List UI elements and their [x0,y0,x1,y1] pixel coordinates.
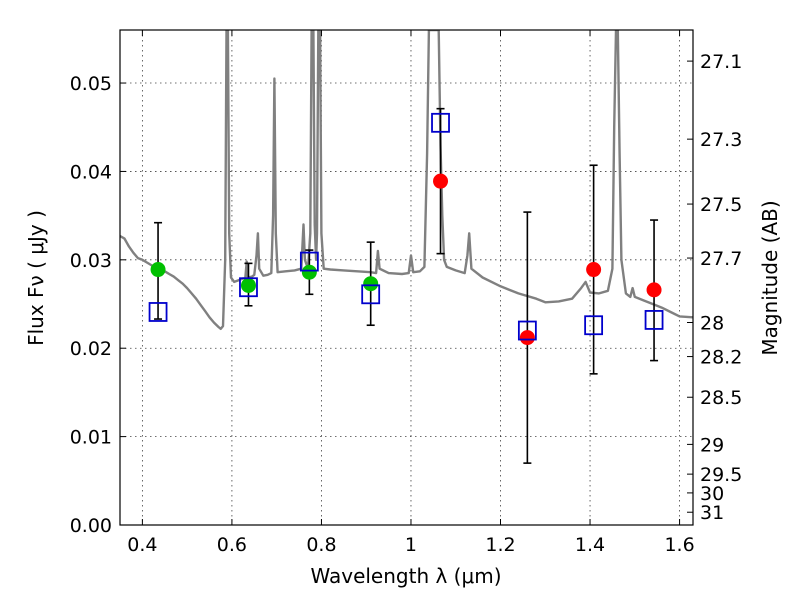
model-flux-square [517,320,537,341]
red-data-point [646,282,662,298]
magnitude-tick-label: 28.2 [700,347,742,369]
axis-ticks: 0.4 0.6 0.8 1 1.2 1.4 1.6 0.00 0.01 0.02 0.03 0.04 0… [70,30,742,556]
magnitude-tick-label: 27.5 [700,194,742,216]
magnitude-tick-label: 29.5 [700,464,742,486]
green-data-point [363,276,379,292]
magnitude-tick-label: 27.7 [700,248,742,270]
model-flux-square [644,310,664,330]
model-spectrum-line [120,30,693,330]
magnitude-tick-label: 27.3 [700,129,742,151]
red-data-point [433,173,449,189]
magnitude-tick-label: 29 [700,434,724,456]
model-flux-square [584,315,604,336]
y-tick-label: 0.02 [70,338,112,360]
x-tick-label: 1.4 [575,534,605,556]
magnitude-tick-label: 28 [700,313,724,335]
x-tick-label: 0.6 [217,534,247,556]
red-data-point [519,330,535,346]
model-flux-square [361,284,381,305]
green-data-point [240,277,256,293]
y-tick-label: 0.00 [70,515,112,537]
x-tick-label: 0.8 [306,534,336,556]
magnitude-tick-label: 28.5 [700,387,742,409]
model-flux-square [431,112,450,133]
green-data-point [301,264,317,280]
plot-frame [119,29,694,526]
x-tick-label: 1.6 [664,534,694,556]
red-data-point [586,262,602,278]
y-tick-label: 0.01 [70,427,112,449]
right-axis-title: Magnitude (AB) [758,200,782,355]
magnitude-tick-label: 27.1 [700,51,742,73]
model-flux-square [239,277,258,298]
y-tick-label: 0.04 [70,161,112,183]
plot-area [120,30,693,464]
x-tick-label: 0.4 [127,534,157,556]
y-axis-title: Flux Fν ( μJy ) [24,210,48,346]
magnitude-tick-label: 31 [700,502,724,524]
x-tick-label: 1.2 [485,534,515,556]
x-axis-title: Wavelength λ (μm) [310,564,501,588]
y-tick-label: 0.05 [70,73,112,95]
magnitude-tick-label: 30 [700,483,724,505]
model-flux-square [299,251,319,272]
green-data-point [150,262,166,278]
x-tick-label: 1 [405,534,417,556]
y-tick-label: 0.03 [70,250,112,272]
model-flux-square [148,302,168,322]
